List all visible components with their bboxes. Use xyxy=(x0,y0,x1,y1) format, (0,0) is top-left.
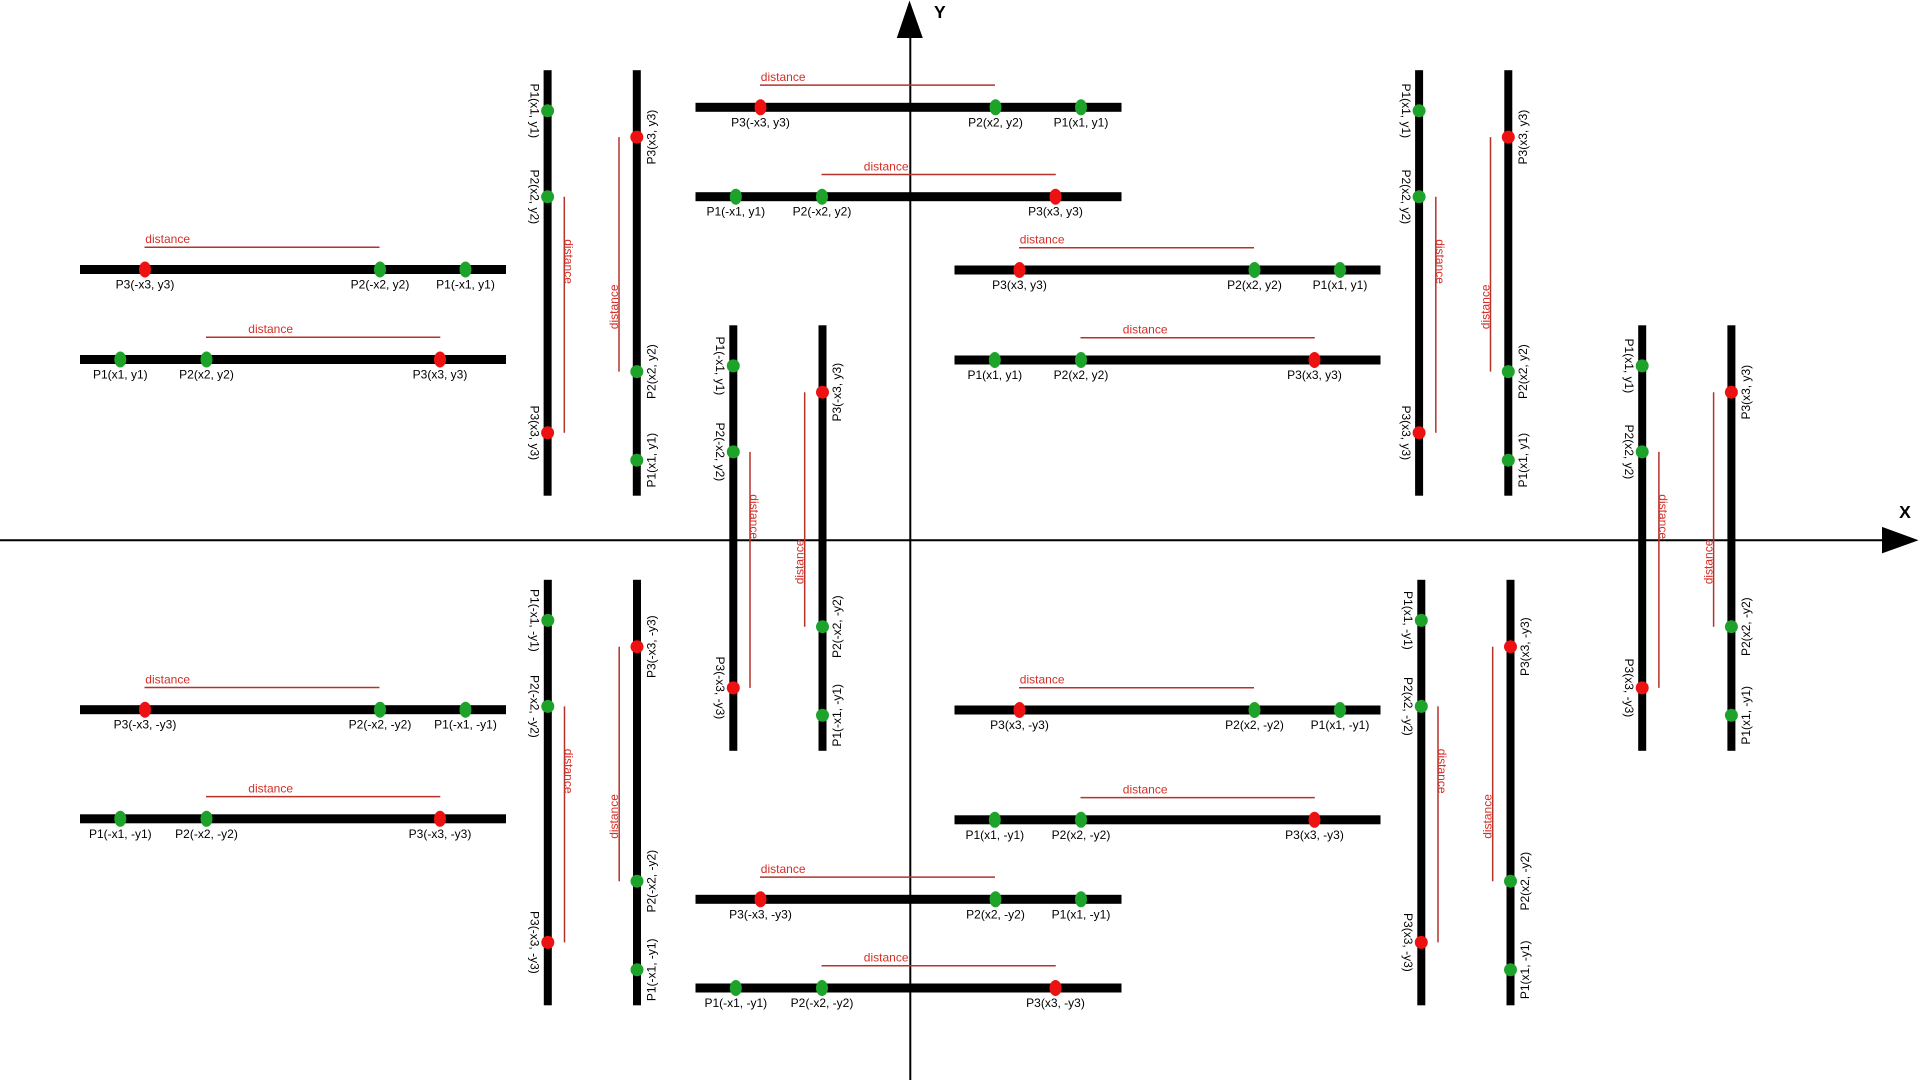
svg-text:distance: distance xyxy=(761,862,806,876)
svg-text:P2(-x2, y2): P2(-x2, y2) xyxy=(793,205,852,219)
svg-text:P3(x3, -y3): P3(x3, -y3) xyxy=(1518,617,1532,676)
svg-text:P3(-x3, -y3): P3(-x3, -y3) xyxy=(713,657,727,720)
svg-text:distance: distance xyxy=(145,232,190,246)
svg-text:P3(x3, -y3): P3(x3, -y3) xyxy=(1285,828,1344,842)
svg-text:P3(x3, y3): P3(x3, y3) xyxy=(1516,110,1530,165)
svg-text:distance: distance xyxy=(1020,673,1065,687)
svg-text:P1(-x1, -y1): P1(-x1, -y1) xyxy=(89,827,152,841)
svg-text:X: X xyxy=(1899,502,1911,522)
svg-text:distance: distance xyxy=(607,794,621,839)
svg-text:distance: distance xyxy=(1702,539,1716,584)
svg-text:P1(-x1, -y1): P1(-x1, -y1) xyxy=(528,589,542,652)
svg-text:P2(x2, -y2): P2(x2, -y2) xyxy=(1401,677,1415,736)
svg-text:P1(x1, -y1): P1(x1, -y1) xyxy=(1052,907,1111,921)
svg-text:P3(-x3, -y3): P3(-x3, -y3) xyxy=(409,827,472,841)
svg-text:P1(-x1, -y1): P1(-x1, -y1) xyxy=(645,938,659,1001)
svg-text:distance: distance xyxy=(1481,794,1495,839)
svg-text:distance: distance xyxy=(761,70,806,84)
svg-text:P3(x3, -y3): P3(x3, -y3) xyxy=(990,718,1049,732)
svg-text:P2(x2, y2): P2(x2, y2) xyxy=(527,169,541,224)
svg-text:distance: distance xyxy=(1433,239,1447,284)
svg-text:P3(x3, -y3): P3(x3, -y3) xyxy=(1622,659,1636,718)
svg-text:P2(-x2, -y2): P2(-x2, -y2) xyxy=(645,850,659,913)
svg-text:P3(x3, y3): P3(x3, y3) xyxy=(644,110,658,165)
svg-text:P3(-x3, -y3): P3(-x3, -y3) xyxy=(114,718,177,732)
svg-text:P2(x2, y2): P2(x2, y2) xyxy=(1399,169,1413,224)
svg-text:P1(-x1, y1): P1(-x1, y1) xyxy=(436,278,495,292)
svg-text:P1(x1, -y1): P1(x1, -y1) xyxy=(1739,686,1753,745)
svg-text:P1(x1, y1): P1(x1, y1) xyxy=(967,368,1022,382)
svg-text:distance: distance xyxy=(248,782,293,796)
svg-text:P1(-x1, -y1): P1(-x1, -y1) xyxy=(434,718,497,732)
svg-text:P1(x1, y1): P1(x1, y1) xyxy=(93,368,148,382)
svg-text:P3(x3, -y3): P3(x3, -y3) xyxy=(1026,996,1085,1010)
svg-text:P2(x2, y2): P2(x2, y2) xyxy=(968,115,1023,129)
svg-text:distance: distance xyxy=(864,159,909,173)
svg-text:P3(-x3, y3): P3(-x3, y3) xyxy=(830,363,844,422)
svg-text:P3(x3, y3): P3(x3, y3) xyxy=(1028,205,1083,219)
svg-text:P2(-x2, y2): P2(-x2, y2) xyxy=(713,423,727,482)
svg-text:P1(-x1, -y1): P1(-x1, -y1) xyxy=(830,684,844,747)
svg-text:distance: distance xyxy=(1656,494,1670,539)
svg-text:P3(-x3, y3): P3(-x3, y3) xyxy=(731,115,790,129)
svg-text:P3(-x3, y3): P3(-x3, y3) xyxy=(116,278,175,292)
svg-text:distance: distance xyxy=(248,322,293,336)
svg-text:P2(x2, y2): P2(x2, y2) xyxy=(1516,344,1530,399)
svg-text:distance: distance xyxy=(561,239,575,284)
svg-text:P1(x1, y1): P1(x1, y1) xyxy=(527,83,541,138)
svg-text:P2(x2, -y2): P2(x2, -y2) xyxy=(1225,718,1284,732)
svg-text:P2(x2, y2): P2(x2, y2) xyxy=(1054,368,1109,382)
svg-text:P1(-x1, -y1): P1(-x1, -y1) xyxy=(704,996,767,1010)
svg-text:P2(-x2, -y2): P2(-x2, -y2) xyxy=(349,718,412,732)
svg-text:distance: distance xyxy=(607,284,621,329)
svg-text:P2(x2, y2): P2(x2, y2) xyxy=(644,344,658,399)
svg-text:P2(-x2, -y2): P2(-x2, -y2) xyxy=(830,595,844,658)
svg-text:P1(x1, -y1): P1(x1, -y1) xyxy=(965,828,1024,842)
svg-text:P2(x2, y2): P2(x2, y2) xyxy=(1622,425,1636,480)
svg-text:P2(-x2, y2): P2(-x2, y2) xyxy=(351,278,410,292)
svg-text:P3(x3, y3): P3(x3, y3) xyxy=(992,278,1047,292)
svg-text:P1(x1, y1): P1(x1, y1) xyxy=(1399,83,1413,138)
svg-text:distance: distance xyxy=(793,539,807,584)
svg-text:P1(-x1, y1): P1(-x1, y1) xyxy=(706,205,765,219)
svg-text:distance: distance xyxy=(562,749,576,794)
svg-text:P1(x1, -y1): P1(x1, -y1) xyxy=(1401,591,1415,650)
svg-text:distance: distance xyxy=(145,672,190,686)
svg-text:distance: distance xyxy=(1020,233,1065,247)
svg-text:distance: distance xyxy=(1435,749,1449,794)
svg-text:distance: distance xyxy=(1479,284,1493,329)
svg-text:P2(x2, -y2): P2(x2, -y2) xyxy=(1052,828,1111,842)
svg-text:P1(x1, y1): P1(x1, y1) xyxy=(1313,278,1368,292)
svg-text:P3(x3, y3): P3(x3, y3) xyxy=(413,368,468,382)
svg-text:P3(x3, y3): P3(x3, y3) xyxy=(527,405,541,460)
svg-text:distance: distance xyxy=(1123,323,1168,337)
svg-text:P1(x1, y1): P1(x1, y1) xyxy=(1622,339,1636,394)
svg-text:P2(-x2, -y2): P2(-x2, -y2) xyxy=(791,996,854,1010)
svg-text:P3(x3, y3): P3(x3, y3) xyxy=(1399,405,1413,460)
svg-text:P1(x1, -y1): P1(x1, -y1) xyxy=(1518,940,1532,999)
svg-text:distance: distance xyxy=(1123,783,1168,797)
svg-text:Y: Y xyxy=(934,2,946,22)
svg-text:P2(x2, -y2): P2(x2, -y2) xyxy=(1739,597,1753,656)
svg-text:P2(-x2, -y2): P2(-x2, -y2) xyxy=(528,675,542,738)
svg-text:P3(x3, -y3): P3(x3, -y3) xyxy=(1401,913,1415,972)
svg-text:distance: distance xyxy=(747,494,761,539)
svg-text:P1(x1, y1): P1(x1, y1) xyxy=(644,433,658,488)
svg-text:P3(-x3, -y3): P3(-x3, -y3) xyxy=(645,615,659,678)
svg-text:P3(x3, y3): P3(x3, y3) xyxy=(1287,368,1342,382)
svg-text:P2(x2, y2): P2(x2, y2) xyxy=(179,368,234,382)
svg-text:P3(-x3, -y3): P3(-x3, -y3) xyxy=(729,907,792,921)
svg-text:P2(-x2, -y2): P2(-x2, -y2) xyxy=(175,827,238,841)
svg-text:P3(-x3, -y3): P3(-x3, -y3) xyxy=(528,911,542,974)
svg-text:P1(x1, y1): P1(x1, y1) xyxy=(1516,433,1530,488)
svg-text:P2(x2, y2): P2(x2, y2) xyxy=(1227,278,1282,292)
svg-text:P2(x2, -y2): P2(x2, -y2) xyxy=(1518,852,1532,911)
svg-text:P3(x3, y3): P3(x3, y3) xyxy=(1739,365,1753,420)
svg-text:distance: distance xyxy=(864,951,909,965)
svg-text:P2(x2, -y2): P2(x2, -y2) xyxy=(966,907,1025,921)
svg-text:P1(-x1, y1): P1(-x1, y1) xyxy=(713,337,727,396)
svg-text:P1(x1, -y1): P1(x1, -y1) xyxy=(1311,718,1370,732)
svg-text:P1(x1, y1): P1(x1, y1) xyxy=(1054,115,1109,129)
